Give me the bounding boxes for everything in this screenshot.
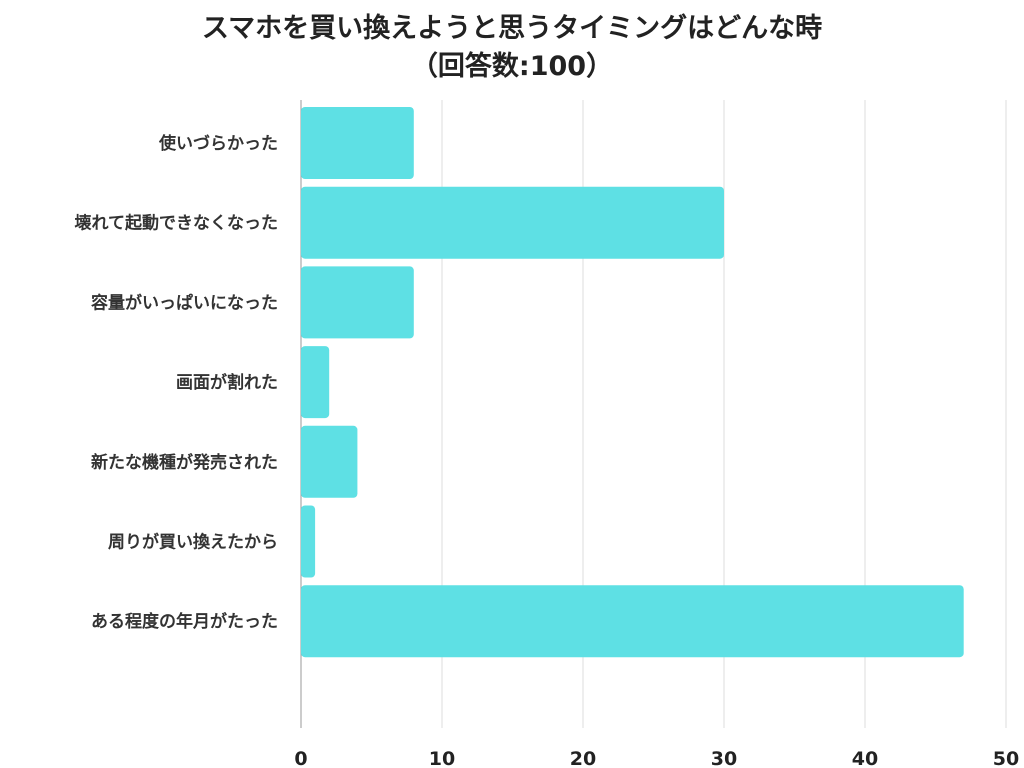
chart-title: スマホを買い換えようと思うタイミングはどんな時 xyxy=(201,13,823,44)
bar xyxy=(301,107,414,179)
category-label: 周りが買い換えたから xyxy=(108,532,278,553)
x-tick-label: 40 xyxy=(852,748,878,768)
bar xyxy=(301,425,358,498)
bar xyxy=(301,505,316,578)
x-tick-label: 30 xyxy=(711,748,737,768)
bar xyxy=(301,186,724,259)
category-label: 画面が割れた xyxy=(176,372,278,393)
bar xyxy=(301,346,330,419)
bar xyxy=(301,266,414,339)
category-label: ある程度の年月がたった xyxy=(91,611,278,632)
chart-title-block: スマホを買い換えようと思うタイミングはどんな時 （回答数:100） xyxy=(0,10,1024,86)
x-tick-label: 50 xyxy=(993,748,1019,768)
category-label: 壊れて起動できなくなった xyxy=(75,213,279,234)
x-tick-label: 0 xyxy=(294,748,307,768)
x-tick-label: 20 xyxy=(570,748,596,768)
category-label: 新たな機種が発売された xyxy=(91,452,278,473)
x-tick-label: 10 xyxy=(429,748,455,768)
bar xyxy=(301,585,964,658)
category-label: 容量がいっぱいになった xyxy=(91,292,278,313)
chart-subtitle: （回答数:100） xyxy=(410,51,614,82)
category-label: 使いづらかった xyxy=(158,133,278,154)
